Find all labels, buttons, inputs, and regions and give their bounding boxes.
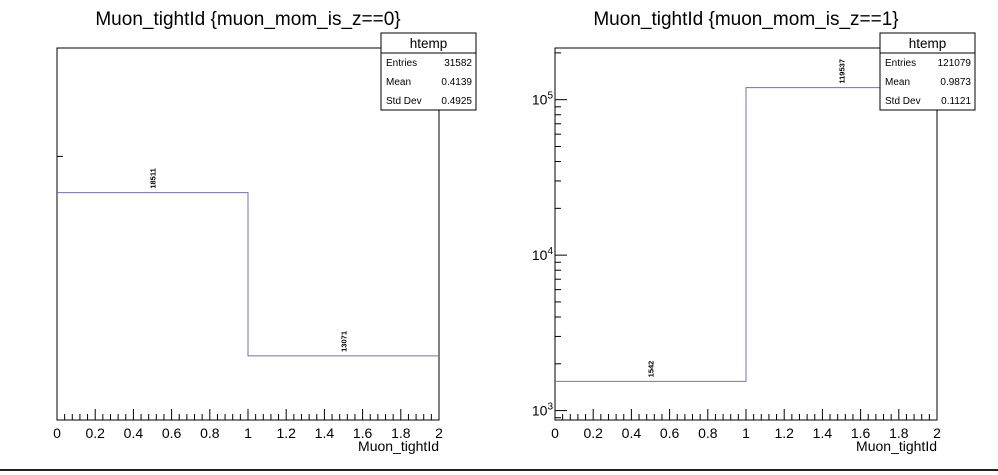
chart-2-bin-label: 119537 — [838, 59, 847, 84]
chart-2-x-tick-label: 0.2 — [583, 425, 603, 441]
chart-1-x-tick-label: 1.8 — [391, 425, 411, 441]
chart-2-x-tick-label: 0.8 — [698, 425, 718, 441]
chart-2-stats-row-label: Std Dev — [885, 96, 921, 107]
chart-2-stats-row-value: 0.1121 — [941, 96, 971, 107]
chart-1: Muon_tightId {muon_mom_is_z==0} 0 0.2 0.4 0.… — [53, 9, 477, 454]
chart-2-x-tick-label: 1.6 — [851, 425, 871, 441]
chart-2-histogram-line — [555, 87, 937, 382]
chart-2-x-tick-label: 1.2 — [774, 425, 794, 441]
chart-1-x-tick-label: 0.6 — [162, 425, 182, 441]
chart-1-bin-label: 13071 — [340, 331, 349, 352]
chart-2: Muon_tightId {muon_mom_is_z==1} 0 0.2 0.4 0.… — [532, 9, 976, 454]
chart-2-x-tick-label: 1 — [742, 425, 750, 441]
chart-1-stats-name: htemp — [410, 36, 448, 51]
chart-1-stats-row-label: Std Dev — [386, 96, 422, 107]
chart-1-x-tick-label: 1.2 — [276, 425, 296, 441]
chart-1-stats-box — [380, 32, 477, 111]
chart-1-x-tick-label: 1.4 — [315, 425, 335, 441]
chart-1-x-axis-label: Muon_tightId — [358, 438, 439, 454]
chart-2-y-tick-label: 105 — [532, 91, 554, 108]
chart-2-bin-label: 1542 — [647, 361, 656, 378]
chart-2-title: Muon_tightId {muon_mom_is_z==1} — [593, 9, 898, 30]
chart-1-x-tick-label: 2 — [435, 425, 443, 441]
chart-2-x-tick-label: 1.4 — [813, 425, 833, 441]
chart-2-x-tick-label: 0.6 — [660, 425, 680, 441]
chart-2-stats-row-value: 121079 — [938, 58, 972, 69]
chart-1-stats-row-value: 0.4139 — [441, 77, 472, 88]
chart-1-stats-row-value: 31582 — [444, 58, 472, 69]
chart-2-y-tick-label: 104 — [532, 246, 554, 263]
chart-2-stats-row-label: Mean — [885, 77, 910, 88]
chart-2-stats-box — [879, 32, 976, 111]
chart-1-stats-row-label: Mean — [386, 77, 411, 88]
chart-2-y-tick-base: 10 — [532, 403, 548, 419]
chart-1-x-tick-label: 1 — [244, 425, 252, 441]
chart-2-y-tick-base: 10 — [532, 247, 548, 263]
chart-1-title: Muon_tightId {muon_mom_is_z==0} — [95, 9, 400, 30]
chart-2-x-tick-label: 2 — [933, 425, 941, 441]
chart-2-y-tick-label: 103 — [532, 402, 554, 419]
chart-2-stats-row-value: 0.9873 — [940, 77, 971, 88]
chart-2-x-axis-label: Muon_tightId — [856, 438, 937, 454]
chart-1-x-tick-label: 1.6 — [353, 425, 373, 441]
chart-1-x-tick-label: 0.8 — [200, 425, 220, 441]
chart-1-x-tick-label: 0 — [53, 425, 61, 441]
chart-1-stats-row-label: Entries — [386, 58, 417, 69]
chart-2-x-tick-label: 1.8 — [889, 425, 909, 441]
chart-1-x-tick-label: 0.2 — [85, 425, 105, 441]
chart-2-x-tick-label: 0 — [551, 425, 559, 441]
chart-1-bin-label: 18511 — [149, 168, 158, 188]
chart-2-y-tick-exponent: 5 — [547, 91, 553, 102]
chart-1-x-tick-label: 0.4 — [124, 425, 144, 441]
chart-2-y-tick-base: 10 — [532, 92, 548, 108]
chart-2-x-tick-label: 0.4 — [622, 425, 642, 441]
chart-1-stats-row-value: 0.4925 — [441, 96, 472, 107]
chart-1-histogram-line — [57, 192, 439, 357]
chart-2-y-tick-exponent: 3 — [547, 402, 553, 413]
chart-2-stats-row-label: Entries — [885, 58, 916, 69]
chart-2-y-tick-exponent: 4 — [547, 246, 553, 257]
chart-2-stats-name: htemp — [909, 36, 947, 51]
